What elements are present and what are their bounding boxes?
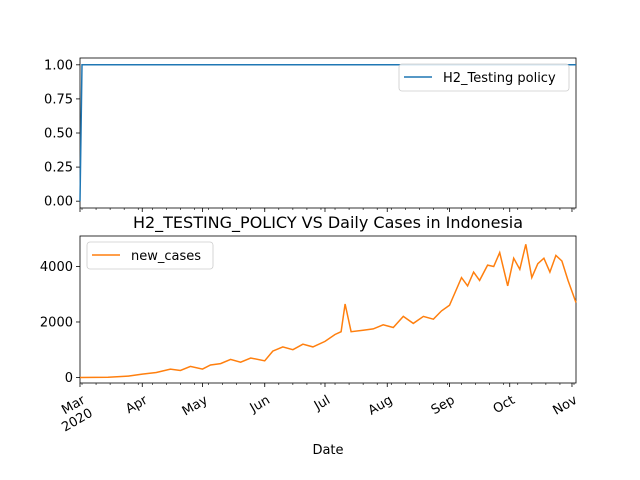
bottom-xtick-label: Sep xyxy=(429,393,458,418)
bottom-xtick-label: May xyxy=(180,393,211,420)
bottom-subplot: H2_TESTING_POLICY VS Daily Cases in Indo… xyxy=(40,213,580,458)
top-legend: H2_Testing policy xyxy=(398,63,570,92)
bottom-xtick-label: Apr xyxy=(123,393,151,418)
top-legend-box xyxy=(398,63,570,92)
bottom-ytick-label: 0 xyxy=(65,371,73,386)
x-axis-label: Date xyxy=(312,443,343,458)
bottom-y-axis: 0 2000 4000 xyxy=(40,260,80,386)
bottom-xtick-label: Aug xyxy=(366,393,395,419)
top-ytick-label: 0.75 xyxy=(44,92,73,107)
bottom-ytick-label: 2000 xyxy=(40,315,73,330)
bottom-xtick-label: Oct xyxy=(491,393,518,417)
bottom-xtick-label: Jun xyxy=(247,393,273,417)
top-ytick-label: 0.25 xyxy=(44,161,73,176)
bottom-plot-frame xyxy=(79,235,577,384)
bottom-xtick-label: Jul xyxy=(311,393,333,414)
top-ytick-label: 1.00 xyxy=(44,58,73,73)
series-line-new-cases xyxy=(79,244,577,379)
top-y-axis: 0.00 0.25 0.50 0.75 1.00 xyxy=(44,58,80,210)
legend-label-h2-testing-policy: H2_Testing policy xyxy=(443,71,556,86)
legend-label-new-cases: new_cases xyxy=(131,249,201,264)
bottom-legend-box xyxy=(86,241,214,270)
chart-title: H2_TESTING_POLICY VS Daily Cases in Indo… xyxy=(133,213,523,233)
bottom-ytick-label: 4000 xyxy=(40,260,73,275)
bottom-xtick-label: Nov xyxy=(551,393,581,419)
top-subplot: 0.00 0.25 0.50 0.75 1.00 H2_Testing policy xyxy=(44,57,577,212)
top-ytick-label: 0.50 xyxy=(44,127,73,142)
top-x-axis xyxy=(79,208,575,212)
top-ytick-label: 0.00 xyxy=(44,195,73,210)
bottom-legend: new_cases xyxy=(86,241,214,270)
